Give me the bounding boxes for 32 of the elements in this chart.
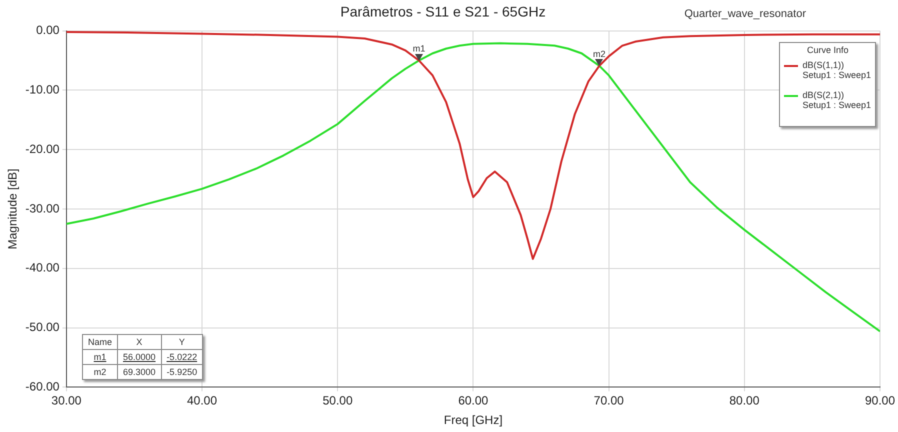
annotation: -5.0222 [161, 350, 203, 364]
x-tick-label: 30.00 [51, 394, 82, 408]
x-tick-label: 80.00 [729, 394, 760, 408]
annotation: m2 [593, 48, 606, 59]
annotation: 69.3000 [118, 364, 162, 380]
annotation: -5.9250 [161, 364, 203, 380]
y-tick-label: -50.00 [25, 320, 60, 334]
legend-title: Curve Info [806, 45, 850, 57]
text: Quarter_wave_resonator [684, 8, 806, 20]
legend-label: dB(S(2,1)) Setup1 : Sweep1 [802, 90, 871, 110]
y-tick-label: -40.00 [25, 260, 60, 275]
x-tick-label: 90.00 [864, 394, 896, 408]
y-tick-label: -20.00 [25, 142, 60, 156]
y-axis-title: Magnitude [dB] [6, 168, 20, 250]
annotation: 56.0000 [118, 350, 162, 364]
x-tick-label: 60.00 [458, 394, 489, 408]
annotation: m2 [82, 364, 118, 380]
x-tick-label: 50.00 [322, 394, 353, 408]
legend-label: dB(S(1,1)) Setup1 : Sweep1 [802, 60, 871, 80]
x-tick-label: 70.00 [594, 394, 624, 408]
chart-title: Parâmetros - S11 e S21 - 65GHz [340, 3, 546, 20]
y-tick-label: -60.00 [25, 380, 60, 394]
x-axis-title: Freq [GHz] [444, 413, 503, 428]
y-tick-label: -30.00 [25, 201, 60, 216]
annotation: m1 [412, 44, 426, 54]
annotation: Y [161, 334, 203, 350]
annotation: X [118, 334, 162, 350]
y-tick-label: -10.00 [25, 82, 60, 97]
annotation: m1 [82, 350, 118, 364]
y-tick-label: 0.00 [36, 23, 60, 38]
annotation: Name [82, 334, 118, 350]
x-tick-label: 40.00 [187, 394, 218, 408]
